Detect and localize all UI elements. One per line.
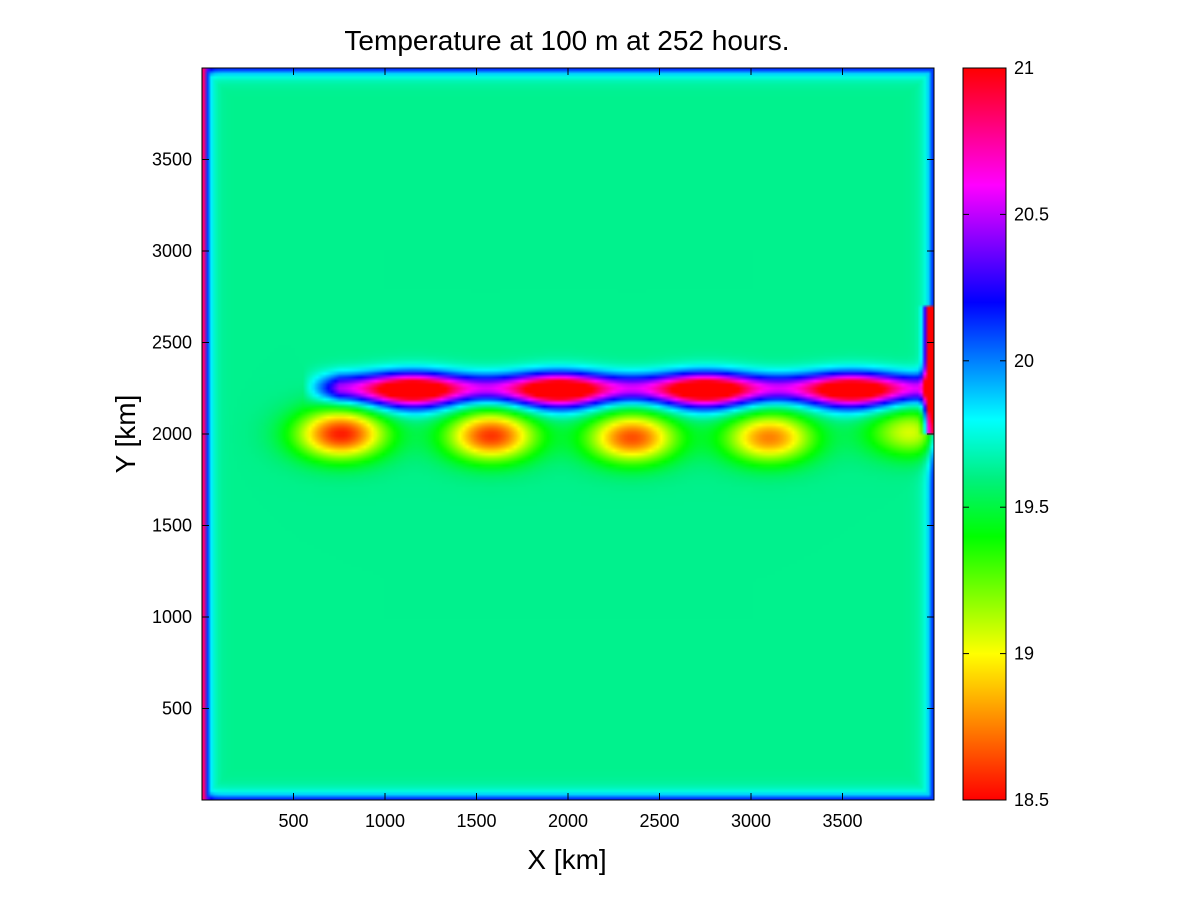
x-axis-label: X [km] (527, 844, 606, 875)
y-tick-label: 2500 (152, 333, 192, 353)
x-tick-label: 2500 (639, 811, 679, 831)
colorbar-tick-label: 19.5 (1014, 497, 1049, 517)
x-tick-label: 1500 (456, 811, 496, 831)
x-tick-label: 2000 (548, 811, 588, 831)
y-tick-label: 3000 (152, 241, 192, 261)
y-axis-label: Y [km] (110, 395, 141, 474)
chart-title: Temperature at 100 m at 252 hours. (344, 25, 789, 56)
colorbar: 18.5 19 19.5 20 20.5 21 (962, 58, 1049, 810)
x-tick-label: 3500 (822, 811, 862, 831)
colorbar-gradient (963, 68, 1006, 800)
colorbar-tick-label: 19 (1014, 644, 1034, 664)
y-tick-label: 3500 (152, 150, 192, 170)
colorbar-tick-label: 20.5 (1014, 204, 1049, 224)
y-tick-label: 500 (162, 699, 192, 719)
x-tick-label: 3000 (731, 811, 771, 831)
y-tick-label: 1500 (152, 516, 192, 536)
y-axis: 500 1000 1500 2000 2500 3000 3500 (152, 150, 934, 719)
colorbar-tick-label: 20 (1014, 351, 1034, 371)
y-tick-label: 2000 (152, 424, 192, 444)
x-tick-label: 1000 (365, 811, 405, 831)
y-tick-label: 1000 (152, 607, 192, 627)
colorbar-frame (962, 67, 1007, 801)
x-tick-label: 500 (278, 811, 308, 831)
colorbar-ticks: 18.5 19 19.5 20 20.5 21 (963, 58, 1049, 810)
colorbar-tick-label: 18.5 (1014, 790, 1049, 810)
heatmap-image (202, 68, 934, 800)
x-axis: 500 1000 1500 2000 2500 3000 3500 (278, 68, 863, 831)
plot-area (201, 67, 935, 801)
colorbar-tick-label: 21 (1014, 58, 1034, 78)
